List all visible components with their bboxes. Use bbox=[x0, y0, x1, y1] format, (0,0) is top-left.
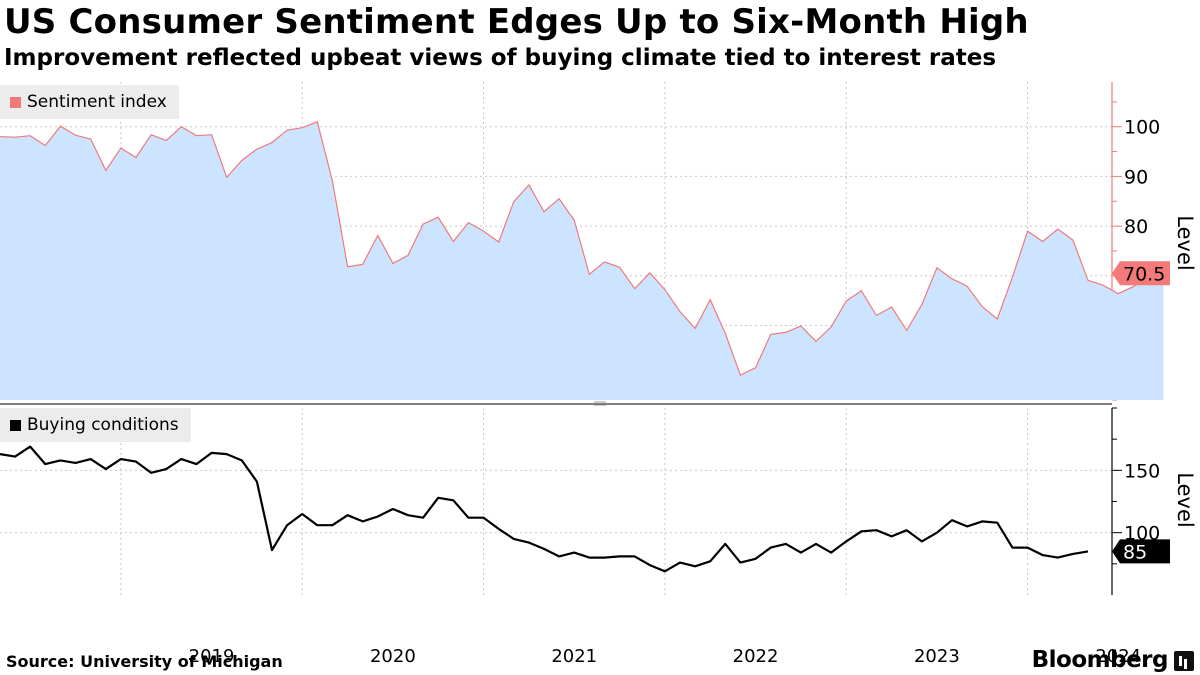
chart-title: US Consumer Sentiment Edges Up to Six-Mo… bbox=[4, 2, 1029, 42]
legend-buying-swatch bbox=[10, 419, 21, 431]
buying-last-value-label: 85 bbox=[1123, 541, 1147, 563]
y-tick-label: 100 bbox=[1124, 523, 1160, 545]
sentiment-area-fill bbox=[0, 121, 1164, 401]
buying-last-value-badge bbox=[1112, 539, 1170, 564]
bloomberg-icon bbox=[1174, 651, 1194, 671]
y-tick-label: 80 bbox=[1124, 216, 1148, 238]
legend-sentiment-swatch bbox=[10, 96, 21, 108]
x-tick-label: 2019 bbox=[189, 646, 235, 667]
buying-conditions-line bbox=[0, 445, 1089, 573]
y-tick-label: 90 bbox=[1124, 166, 1148, 188]
brand-logo: Bloomberg bbox=[1031, 647, 1169, 673]
y-axis-title: Level bbox=[1173, 472, 1197, 527]
sentiment-last-value-label: 70.5 bbox=[1123, 263, 1165, 285]
y-tick-label: 150 bbox=[1124, 460, 1160, 482]
x-tick-label: 2021 bbox=[551, 646, 597, 667]
sentiment-last-value-badge bbox=[1112, 261, 1170, 286]
legend-sentiment: Sentiment index bbox=[0, 85, 179, 119]
y-tick-label: 100 bbox=[1124, 117, 1160, 139]
x-tick-label: 2023 bbox=[914, 646, 960, 667]
x-tick-label: 2022 bbox=[733, 646, 779, 667]
sentiment-line bbox=[0, 120, 1164, 377]
legend-buying: Buying conditions bbox=[0, 408, 191, 442]
legend-buying-label: Buying conditions bbox=[27, 415, 179, 435]
x-tick-label: 2020 bbox=[370, 646, 416, 667]
x-tick-label: 2024 bbox=[1095, 646, 1141, 667]
legend-sentiment-label: Sentiment index bbox=[27, 92, 167, 112]
y-axis-title: Level bbox=[1173, 215, 1197, 270]
source-note: Source: University of Michigan bbox=[6, 652, 283, 671]
chart-subtitle: Improvement reflected upbeat views of bu… bbox=[4, 45, 997, 71]
